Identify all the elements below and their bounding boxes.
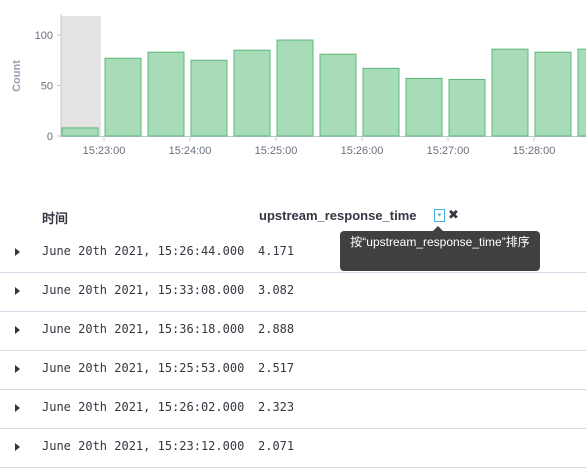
cell-upstream: 2.888 (258, 322, 295, 336)
expand-row-icon[interactable] (15, 287, 20, 295)
table-row: June 20th 2021, 15:25:53.000 2.517 (0, 351, 586, 390)
histogram-bar[interactable] (362, 67, 400, 137)
selection-brush[interactable] (61, 16, 101, 136)
cell-upstream: 2.071 (258, 439, 295, 453)
histogram-bar[interactable] (61, 127, 99, 137)
histogram-bar[interactable] (491, 48, 529, 137)
histogram-bar[interactable] (577, 48, 586, 137)
histogram-bar[interactable] (448, 78, 486, 137)
cell-upstream: 3.082 (258, 283, 295, 297)
sort-icon[interactable]: ▾ (434, 209, 445, 222)
cell-upstream: 2.323 (258, 400, 295, 414)
expand-row-icon[interactable] (15, 443, 20, 451)
x-tick-label: 15:26:00 (341, 145, 384, 157)
cell-time: June 20th 2021, 15:33:08.000 (42, 283, 245, 297)
table-row: June 20th 2021, 15:26:02.000 2.323 (0, 390, 586, 429)
histogram-bar[interactable] (405, 77, 443, 137)
x-tick-label: 15:23:00 (83, 145, 126, 157)
table-row: June 20th 2021, 15:36:18.000 2.888 (0, 312, 586, 351)
histogram-chart[interactable]: 0 50 100 15:23:00 15:24:00 15:25:00 15:26:00 15… (0, 0, 586, 165)
histogram-bar[interactable] (276, 39, 314, 137)
column-header-upstream[interactable]: upstream_response_time (259, 208, 417, 223)
cell-time: June 20th 2021, 15:26:02.000 (42, 400, 245, 414)
x-tick-label: 15:24:00 (169, 145, 212, 157)
y-tick-label: 50 (41, 81, 53, 93)
expand-row-icon[interactable] (15, 365, 20, 373)
x-tick-label: 15:25:00 (255, 145, 298, 157)
histogram-bar[interactable] (534, 51, 572, 137)
cell-time: June 20th 2021, 15:36:18.000 (42, 322, 245, 336)
table-row: June 20th 2021, 15:23:12.000 2.071 (0, 429, 586, 468)
histogram-bar[interactable] (190, 59, 228, 137)
column-header-time[interactable]: 时间 (42, 212, 69, 227)
cell-time: June 20th 2021, 15:23:12.000 (42, 439, 245, 453)
expand-row-icon[interactable] (15, 248, 20, 256)
y-axis-label: Count (11, 60, 23, 92)
histogram-bar[interactable] (104, 57, 142, 137)
histogram-bar[interactable] (147, 51, 185, 137)
y-tick-label: 100 (35, 30, 53, 42)
expand-row-icon[interactable] (15, 326, 20, 334)
table-row: June 20th 2021, 15:33:08.000 3.082 (0, 273, 586, 312)
cell-time: June 20th 2021, 15:26:44.000 (42, 244, 245, 258)
remove-column-icon[interactable]: ✖ (448, 207, 459, 222)
histogram-bar[interactable] (233, 49, 271, 137)
histogram-bar[interactable] (319, 53, 357, 137)
cell-time: June 20th 2021, 15:25:53.000 (42, 361, 245, 375)
table-header: 时间 upstream_response_time ▾ ✖ (0, 200, 586, 235)
cell-upstream: 4.171 (258, 244, 295, 258)
y-tick-label: 0 (47, 131, 53, 143)
expand-row-icon[interactable] (15, 404, 20, 412)
sort-tooltip: 按“upstream_response_time”排序 (340, 226, 540, 271)
cell-upstream: 2.517 (258, 361, 295, 375)
x-tick-label: 15:28:00 (513, 145, 556, 157)
x-tick-label: 15:27:00 (427, 145, 470, 157)
